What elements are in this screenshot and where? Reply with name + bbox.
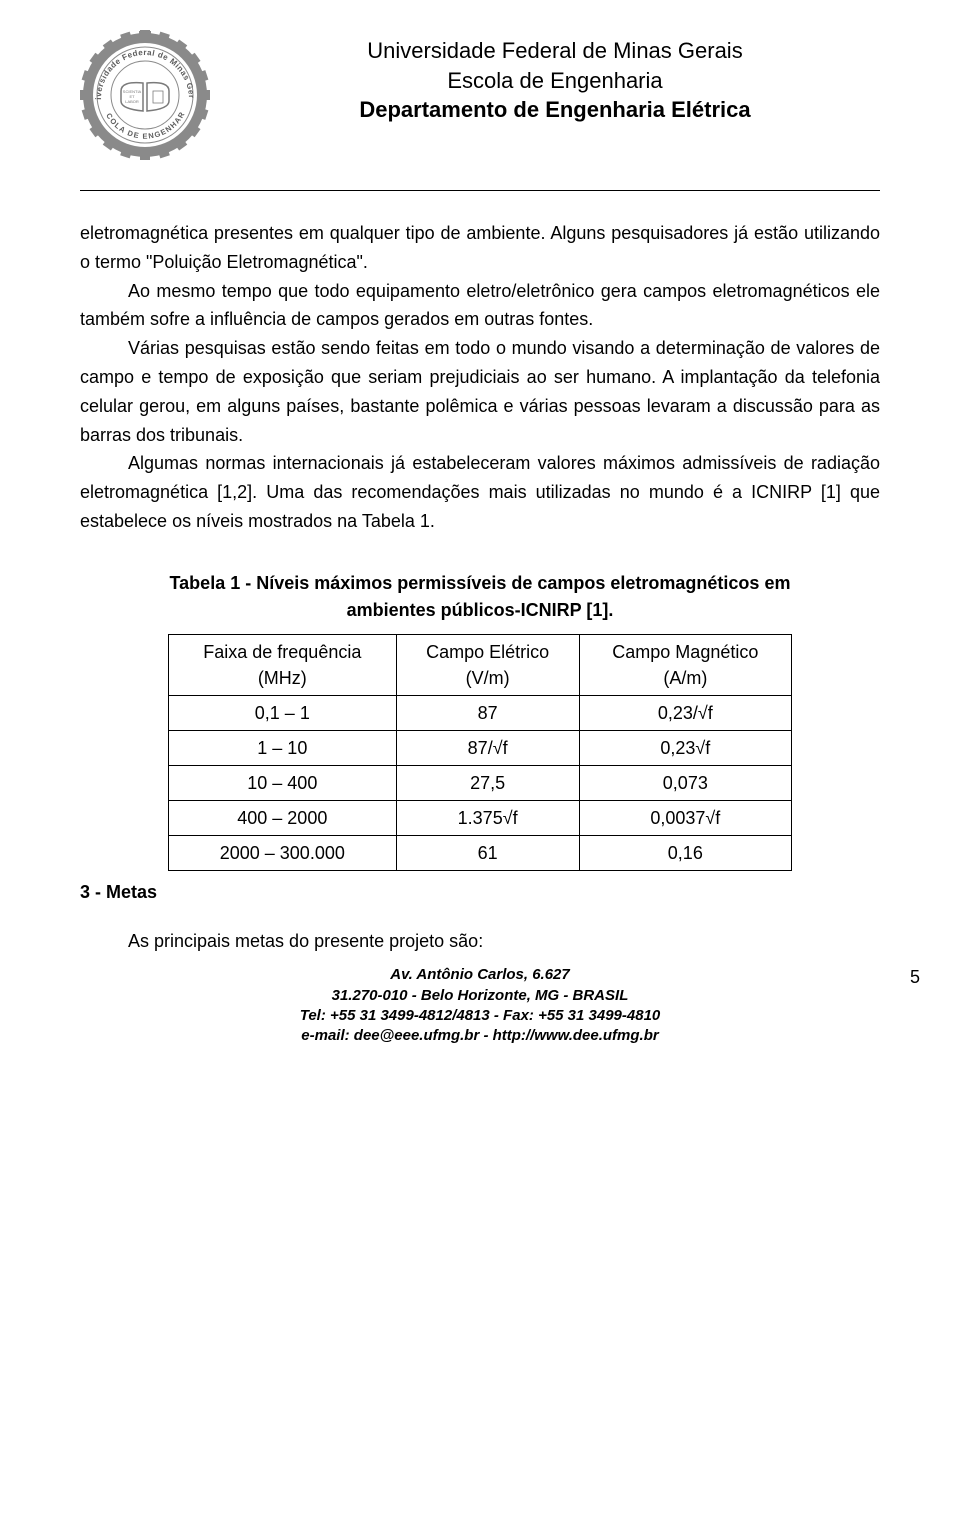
col-header-unit: (MHz) xyxy=(258,668,307,688)
footer-line-3: Tel: +55 31 3499-4812/4813 - Fax: +55 31… xyxy=(80,1006,880,1026)
cell: 0,0037√f xyxy=(579,801,791,836)
table-row: 0,1 – 1 87 0,23/√f xyxy=(169,695,792,730)
header-line-2: Escola de Engenharia xyxy=(230,66,880,96)
page-number: 5 xyxy=(910,965,920,989)
table-caption-line-2: ambientes públicos-ICNIRP [1]. xyxy=(347,600,614,620)
page-footer: 5 Av. Antônio Carlos, 6.627 31.270-010 -… xyxy=(80,965,880,1046)
footer-line-1: Av. Antônio Carlos, 6.627 xyxy=(80,965,880,985)
cell: 0,23√f xyxy=(579,731,791,766)
page-header: SCIENTIA ET LABOR Universidade Federal d… xyxy=(80,30,880,160)
header-line-1: Universidade Federal de Minas Gerais xyxy=(230,36,880,66)
col-header-electric: Campo Elétrico (V/m) xyxy=(396,634,579,695)
col-header-unit: (V/m) xyxy=(466,668,510,688)
cell: 1.375√f xyxy=(396,801,579,836)
cell: 87/√f xyxy=(396,731,579,766)
header-divider xyxy=(80,190,880,191)
col-header-magnetic: Campo Magnético (A/m) xyxy=(579,634,791,695)
table-row: 1 – 10 87/√f 0,23√f xyxy=(169,731,792,766)
table-header-row: Faixa de frequência (MHz) Campo Elétrico… xyxy=(169,634,792,695)
section-heading-metas: 3 - Metas xyxy=(80,879,880,906)
paragraph-3: Várias pesquisas estão sendo feitas em t… xyxy=(80,334,880,449)
cell: 2000 – 300.000 xyxy=(169,836,397,871)
paragraph-4: Algumas normas internacionais já estabel… xyxy=(80,449,880,535)
icnirp-table: Faixa de frequência (MHz) Campo Elétrico… xyxy=(168,634,792,872)
cell: 27,5 xyxy=(396,766,579,801)
body-text: eletromagnética presentes em qualquer ti… xyxy=(80,219,880,536)
table-caption-line-1: Tabela 1 - Níveis máximos permissíveis d… xyxy=(170,573,791,593)
col-header-text: Campo Elétrico xyxy=(426,642,549,662)
col-header-text: Faixa de frequência xyxy=(203,642,361,662)
cell: 400 – 2000 xyxy=(169,801,397,836)
university-logo: SCIENTIA ET LABOR Universidade Federal d… xyxy=(80,30,210,160)
paragraph-2: Ao mesmo tempo que todo equipamento elet… xyxy=(80,277,880,335)
svg-text:LABOR: LABOR xyxy=(125,99,139,104)
cell: 0,073 xyxy=(579,766,791,801)
header-title-block: Universidade Federal de Minas Gerais Esc… xyxy=(230,30,880,125)
closing-line: As principais metas do presente projeto … xyxy=(80,928,880,955)
footer-line-4: e-mail: dee@eee.ufmg.br - http://www.dee… xyxy=(80,1026,880,1046)
cell: 1 – 10 xyxy=(169,731,397,766)
table-row: 400 – 2000 1.375√f 0,0037√f xyxy=(169,801,792,836)
footer-line-2: 31.270-010 - Belo Horizonte, MG - BRASIL xyxy=(80,986,880,1006)
col-header-text: Campo Magnético xyxy=(612,642,758,662)
cell: 61 xyxy=(396,836,579,871)
cell: 0,1 – 1 xyxy=(169,695,397,730)
cell: 0,23/√f xyxy=(579,695,791,730)
col-header-unit: (A/m) xyxy=(663,668,707,688)
table-caption: Tabela 1 - Níveis máximos permissíveis d… xyxy=(80,570,880,624)
paragraph-1: eletromagnética presentes em qualquer ti… xyxy=(80,219,880,277)
table-row: 10 – 400 27,5 0,073 xyxy=(169,766,792,801)
cell: 0,16 xyxy=(579,836,791,871)
col-header-frequency: Faixa de frequência (MHz) xyxy=(169,634,397,695)
header-line-3: Departamento de Engenharia Elétrica xyxy=(230,95,880,125)
cell: 87 xyxy=(396,695,579,730)
cell: 10 – 400 xyxy=(169,766,397,801)
table-row: 2000 – 300.000 61 0,16 xyxy=(169,836,792,871)
